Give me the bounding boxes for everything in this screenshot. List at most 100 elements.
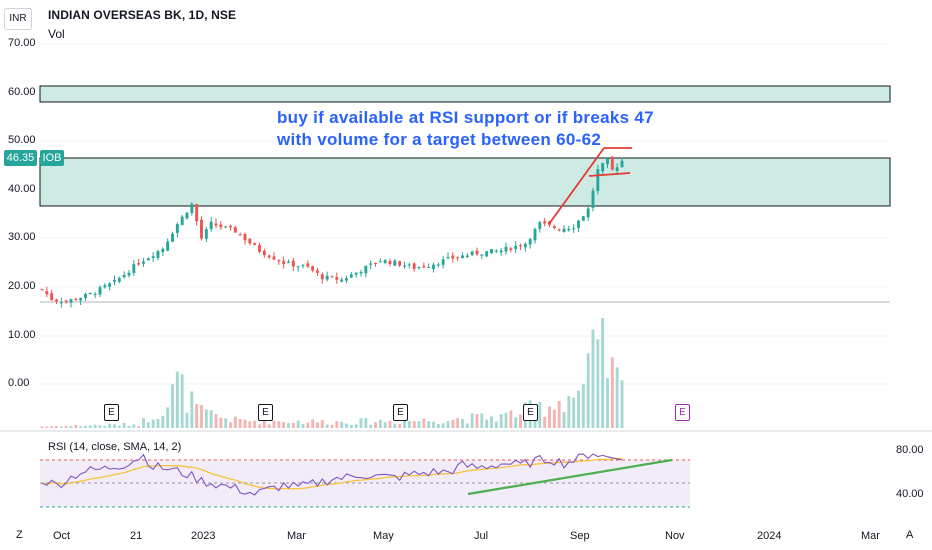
volume-bar — [436, 424, 440, 428]
candle-body — [335, 277, 339, 280]
volume-bar — [229, 422, 232, 428]
candle-body — [320, 274, 324, 280]
price-tick: 30.00 — [8, 231, 36, 243]
volume-bar — [306, 422, 310, 428]
volume-bar — [606, 378, 609, 428]
volume-bar — [499, 414, 503, 428]
volume-bar — [461, 419, 464, 428]
price-tick: 70.00 — [8, 37, 36, 49]
volume-bar — [84, 425, 87, 428]
volume-bar — [262, 417, 266, 428]
candle-body — [74, 299, 78, 301]
volume-bar — [171, 384, 174, 428]
candle-body — [122, 274, 126, 278]
volume-bar — [248, 421, 252, 428]
candle-body — [69, 299, 73, 303]
volume-bar — [581, 384, 585, 428]
volume-bar — [40, 426, 44, 428]
volume-bar — [543, 416, 547, 428]
candle-body — [557, 229, 561, 231]
candle-body — [103, 285, 107, 288]
volume-bar — [577, 390, 580, 428]
candle-body — [572, 228, 576, 230]
candle-body — [253, 243, 257, 245]
candle-body — [59, 302, 63, 304]
candle-body — [509, 248, 513, 250]
candle-body — [88, 293, 92, 295]
time-tick: May — [373, 530, 394, 542]
candle-body — [427, 267, 431, 269]
volume-bar — [403, 420, 406, 428]
volume-bar — [407, 420, 411, 428]
candle-body — [519, 245, 522, 247]
candle-body — [441, 259, 445, 265]
volume-bar — [446, 421, 450, 428]
volume-bar — [620, 380, 624, 428]
candle-body — [596, 169, 600, 191]
earnings-marker[interactable]: E — [393, 404, 408, 421]
candle-body — [233, 227, 237, 233]
zone-lower[interactable] — [39, 157, 891, 207]
candle-body — [200, 219, 203, 239]
annotation-line-1[interactable]: buy if available at RSI support or if br… — [277, 108, 654, 127]
volume-bar — [74, 424, 78, 428]
annotation-line-2[interactable]: with volume for a target between 60-62 — [277, 130, 602, 149]
candle-body — [369, 263, 373, 265]
candle-body — [156, 251, 160, 259]
earnings-marker[interactable]: E — [104, 404, 119, 421]
auto-scale-button[interactable]: A — [906, 529, 914, 541]
candle-body — [345, 278, 348, 281]
candle-body — [383, 260, 387, 264]
volume-bar — [166, 407, 170, 428]
volume-bar — [320, 420, 324, 428]
symbol-title[interactable]: INDIAN OVERSEAS BK, 1D, NSE — [48, 8, 237, 22]
candle-body — [301, 265, 305, 267]
volume-bar — [267, 424, 271, 428]
time-tick: 21 — [130, 530, 143, 542]
candle-body — [204, 229, 208, 239]
candle-body — [40, 289, 44, 291]
volume-bar — [451, 419, 455, 428]
candle-body — [224, 226, 228, 228]
candle-body — [209, 221, 213, 230]
candle-body — [601, 163, 605, 172]
volume-bar — [151, 419, 155, 428]
volume-bar — [137, 426, 141, 428]
volume-bar — [233, 416, 237, 428]
volume-bar — [412, 421, 416, 428]
candle-body — [577, 220, 580, 228]
price-tick: 0.00 — [8, 377, 30, 389]
volume-bar — [50, 426, 54, 428]
earnings-marker[interactable]: E — [258, 404, 273, 421]
candle-body — [113, 279, 116, 282]
trend-drawing[interactable] — [548, 147, 632, 225]
volume-bar — [325, 424, 329, 428]
candle-body — [146, 258, 150, 261]
candle-body — [417, 266, 421, 268]
zone-upper[interactable] — [39, 85, 891, 103]
rsi-trendline[interactable] — [467, 458, 673, 496]
time-tick: 2023 — [191, 530, 216, 542]
volume-label[interactable]: Vol — [48, 27, 65, 41]
candle-body — [388, 261, 392, 265]
rsi-label[interactable]: RSI (14, close, SMA, 14, 2) — [48, 441, 182, 453]
goto-date-button[interactable]: Z — [16, 529, 23, 541]
volume-bar — [383, 422, 387, 428]
volume-bar — [586, 353, 590, 428]
volume-bar — [548, 406, 551, 428]
candle-body — [620, 160, 624, 168]
candle-body — [277, 260, 281, 262]
volume-bar — [103, 425, 107, 428]
candle-body — [359, 271, 363, 274]
candle-body — [219, 224, 223, 228]
currency-button[interactable]: INR — [4, 8, 32, 30]
volume-bar — [345, 423, 348, 428]
candle-body — [55, 299, 58, 302]
candle-body — [142, 261, 145, 264]
earnings-marker-upcoming[interactable]: E — [675, 404, 690, 421]
earnings-marker[interactable]: E — [523, 404, 538, 421]
volume-bar — [204, 409, 208, 428]
volume-bar — [335, 421, 339, 428]
